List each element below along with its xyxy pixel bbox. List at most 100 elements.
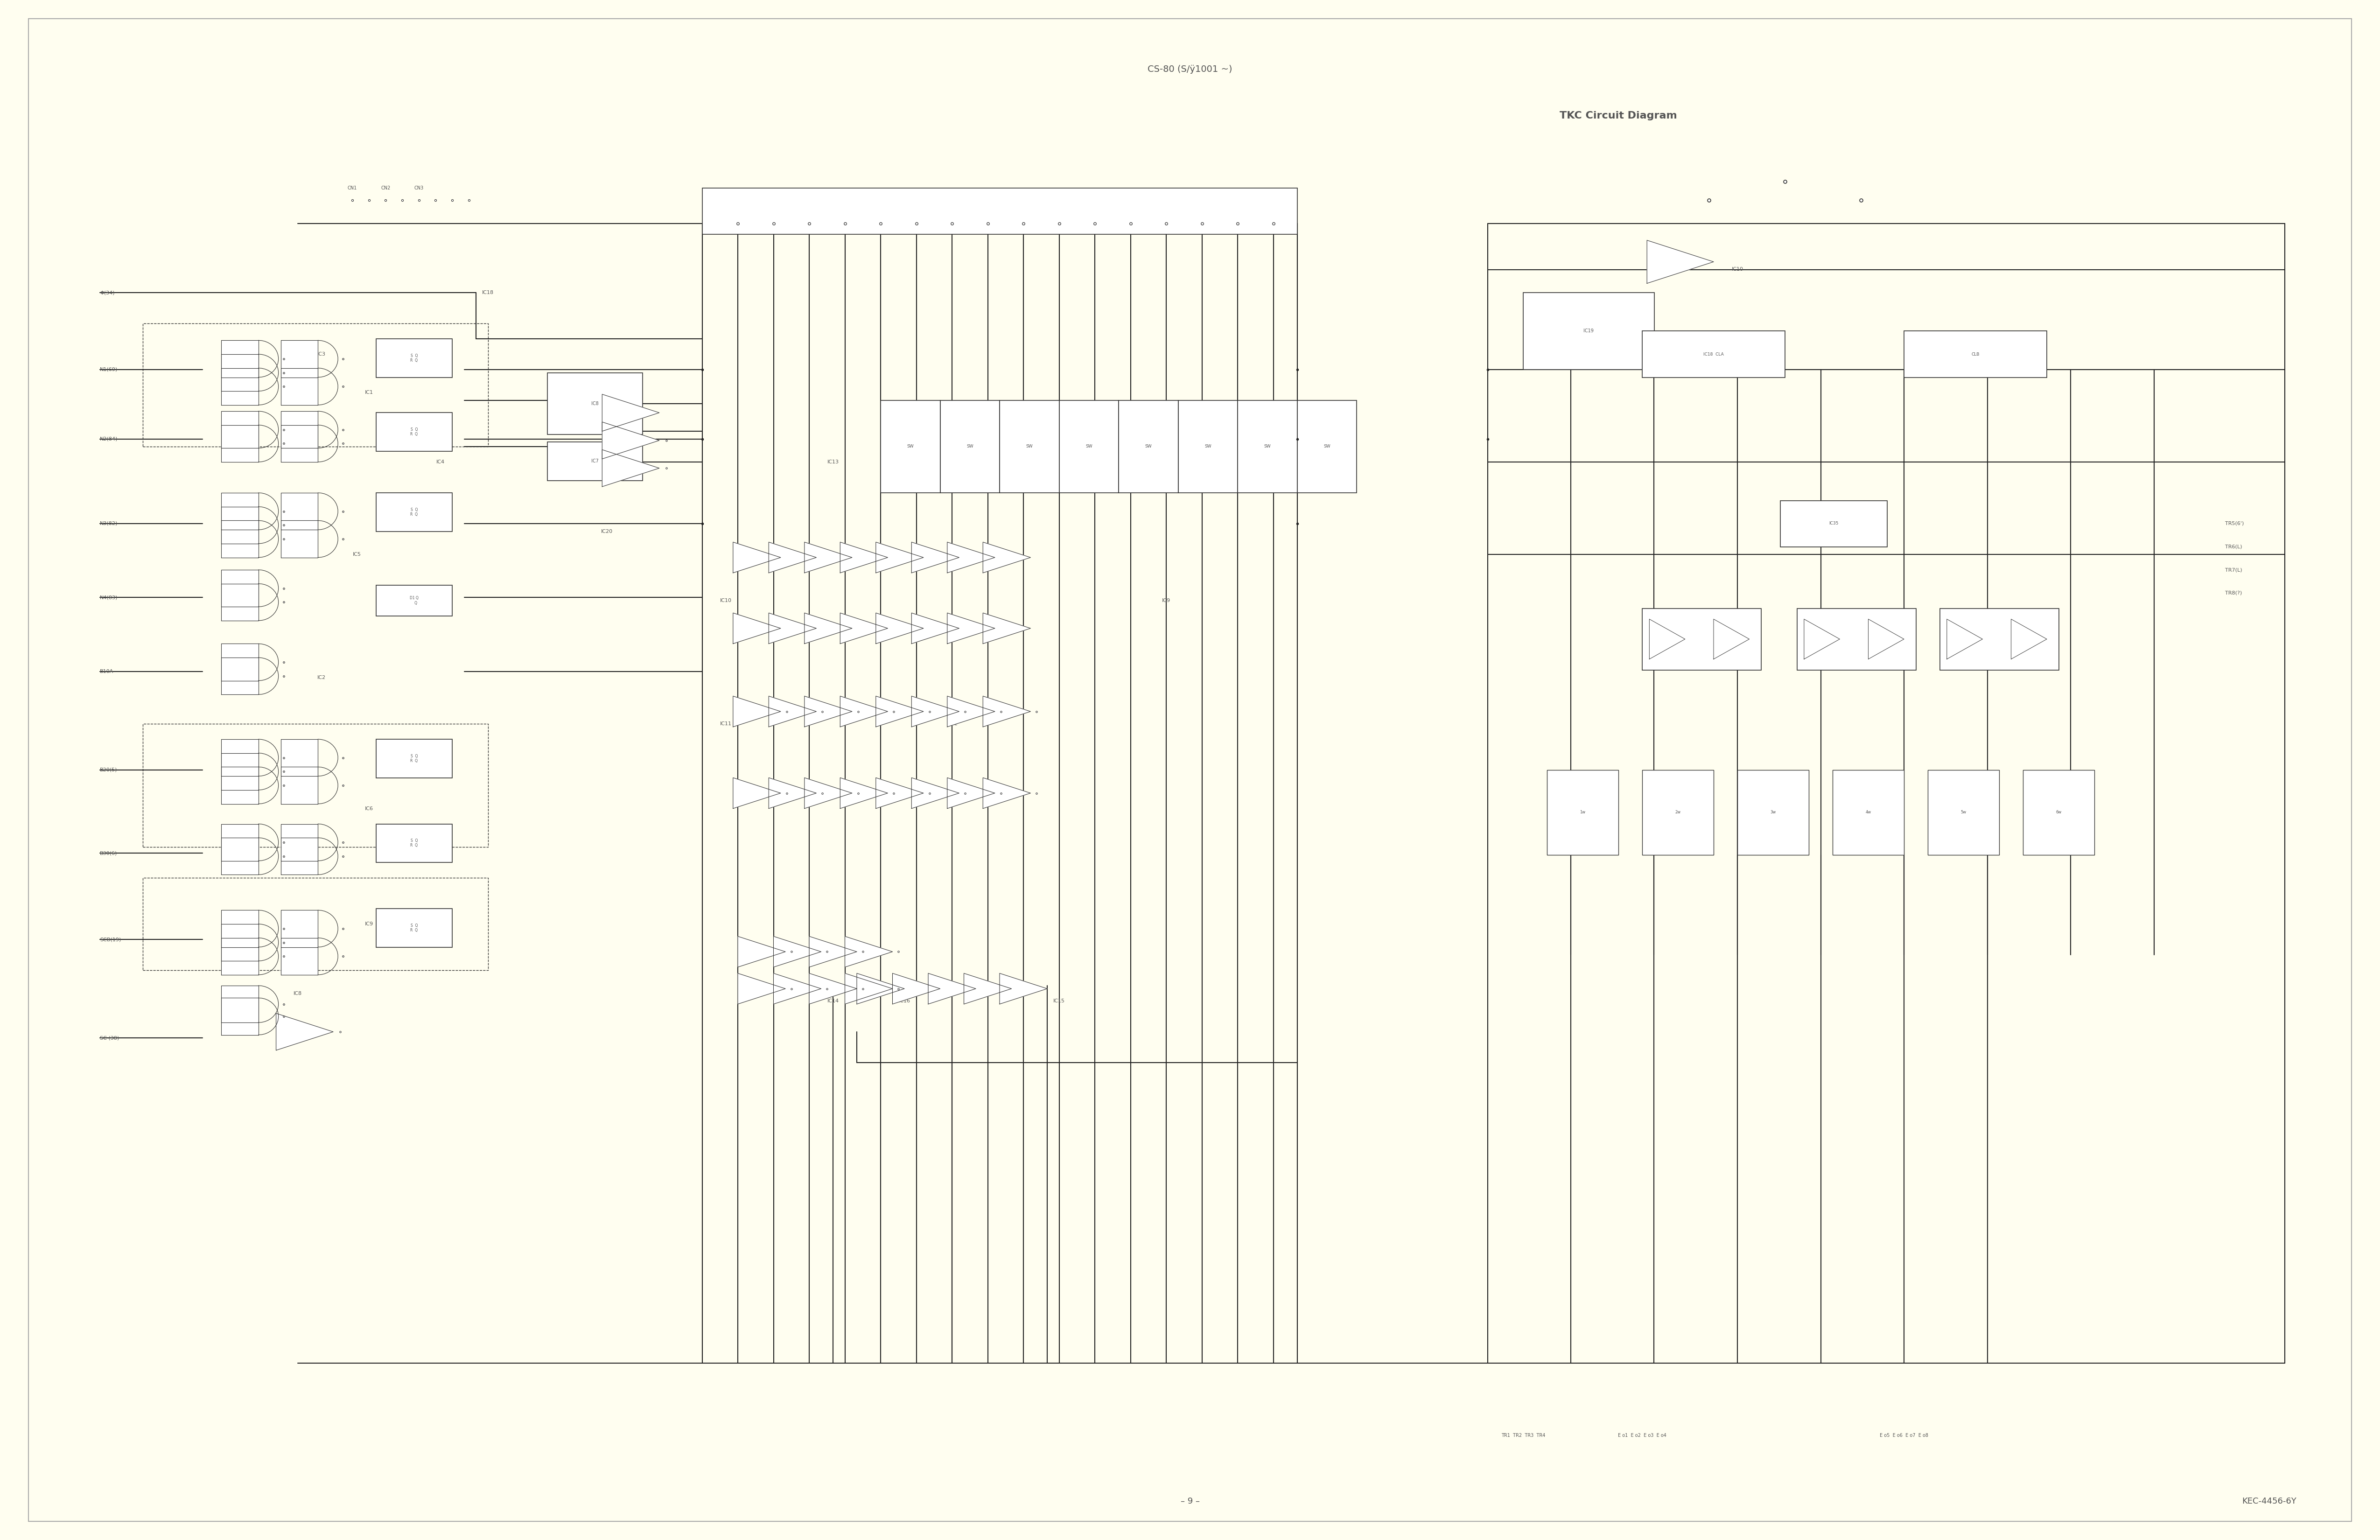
Text: IC23: IC23 — [923, 459, 933, 465]
Text: Φ(34): Φ(34) — [100, 290, 114, 296]
Bar — [1238, 400, 1297, 493]
Polygon shape — [804, 613, 852, 644]
Bar — [1928, 770, 1999, 855]
Text: IC19: IC19 — [1554, 336, 1564, 342]
Polygon shape — [912, 778, 959, 808]
Polygon shape — [221, 739, 259, 776]
Text: S  Q
R  Q: S Q R Q — [409, 354, 419, 362]
Polygon shape — [221, 521, 259, 557]
Polygon shape — [876, 542, 923, 573]
Polygon shape — [281, 411, 319, 448]
Bar — [1642, 331, 1785, 377]
Polygon shape — [733, 778, 781, 808]
Polygon shape — [804, 778, 852, 808]
Polygon shape — [840, 696, 888, 727]
Text: B10A: B10A — [100, 668, 114, 675]
Polygon shape — [928, 973, 976, 1004]
Bar — [1833, 770, 1904, 855]
Bar — [1940, 608, 2059, 670]
Text: SW: SW — [907, 445, 914, 448]
Bar — [143, 724, 488, 847]
Polygon shape — [221, 938, 259, 975]
Text: IC14: IC14 — [828, 998, 838, 1004]
Bar — [702, 188, 1297, 234]
Text: KEC-4456-6Y: KEC-4456-6Y — [2242, 1497, 2297, 1506]
Text: IC18  CLA: IC18 CLA — [1704, 353, 1723, 356]
Text: CN1: CN1 — [347, 185, 357, 191]
Bar — [1000, 400, 1059, 493]
Polygon shape — [602, 422, 659, 459]
Text: S  Q
R  Q: S Q R Q — [409, 839, 419, 847]
Text: B30(6): B30(6) — [100, 850, 117, 856]
Polygon shape — [983, 778, 1031, 808]
Text: CS-80 (S/ÿ1001 ~): CS-80 (S/ÿ1001 ~) — [1147, 65, 1233, 74]
Text: SW: SW — [1145, 445, 1152, 448]
Polygon shape — [221, 910, 259, 947]
Polygon shape — [221, 570, 259, 607]
Bar — [2023, 770, 2094, 855]
Text: SW: SW — [1264, 445, 1271, 448]
Polygon shape — [845, 973, 892, 1004]
Text: IC24: IC24 — [1019, 459, 1028, 465]
Polygon shape — [221, 340, 259, 377]
Polygon shape — [1000, 973, 1047, 1004]
Polygon shape — [1868, 619, 1904, 659]
Bar — [1119, 400, 1178, 493]
Polygon shape — [845, 936, 892, 967]
Polygon shape — [876, 778, 923, 808]
Polygon shape — [733, 542, 781, 573]
Bar — [1547, 770, 1618, 855]
Text: – 9 –: – 9 – — [1180, 1497, 1200, 1506]
Polygon shape — [281, 910, 319, 947]
Text: N4(83): N4(83) — [100, 594, 119, 601]
Bar — [547, 373, 643, 434]
Bar — [143, 323, 488, 447]
Polygon shape — [281, 767, 319, 804]
Text: IC4: IC4 — [436, 459, 445, 465]
Bar — [1297, 400, 1357, 493]
Polygon shape — [809, 973, 857, 1004]
Bar — [1737, 770, 1809, 855]
Text: TR5(6'): TR5(6') — [2225, 521, 2244, 527]
Text: IC19: IC19 — [1583, 328, 1595, 334]
Polygon shape — [912, 613, 959, 644]
Polygon shape — [733, 613, 781, 644]
Text: SW: SW — [966, 445, 973, 448]
Text: IC22: IC22 — [1804, 628, 1814, 634]
Text: IC25: IC25 — [1161, 459, 1171, 465]
Bar — [376, 909, 452, 947]
Polygon shape — [964, 973, 1012, 1004]
Text: 3w: 3w — [1771, 810, 1775, 815]
Polygon shape — [281, 739, 319, 776]
Polygon shape — [840, 542, 888, 573]
Bar — [376, 824, 452, 862]
Polygon shape — [221, 767, 259, 804]
Polygon shape — [221, 658, 259, 695]
Polygon shape — [221, 425, 259, 462]
Polygon shape — [947, 542, 995, 573]
Polygon shape — [738, 936, 785, 967]
Text: IC5: IC5 — [352, 551, 362, 557]
Polygon shape — [221, 368, 259, 405]
Polygon shape — [892, 973, 940, 1004]
Polygon shape — [876, 613, 923, 644]
Bar — [940, 400, 1000, 493]
Bar — [1523, 293, 1654, 370]
Text: E o1  E o2  E o3  E o4: E o1 E o2 E o3 E o4 — [1618, 1432, 1666, 1438]
Polygon shape — [983, 696, 1031, 727]
Bar — [1642, 608, 1761, 670]
Text: IC16: IC16 — [900, 998, 909, 1004]
Text: D1 Q
   Q: D1 Q Q — [409, 596, 419, 605]
Polygon shape — [221, 998, 259, 1035]
Polygon shape — [769, 696, 816, 727]
Polygon shape — [738, 973, 785, 1004]
Text: CN2: CN2 — [381, 185, 390, 191]
Polygon shape — [221, 411, 259, 448]
Text: IC13: IC13 — [828, 459, 838, 465]
Polygon shape — [221, 753, 259, 790]
Text: IC7: IC7 — [590, 459, 600, 464]
Text: IC8: IC8 — [602, 413, 612, 419]
Polygon shape — [281, 340, 319, 377]
Text: TR7(L): TR7(L) — [2225, 567, 2242, 573]
Bar — [1904, 331, 2047, 377]
